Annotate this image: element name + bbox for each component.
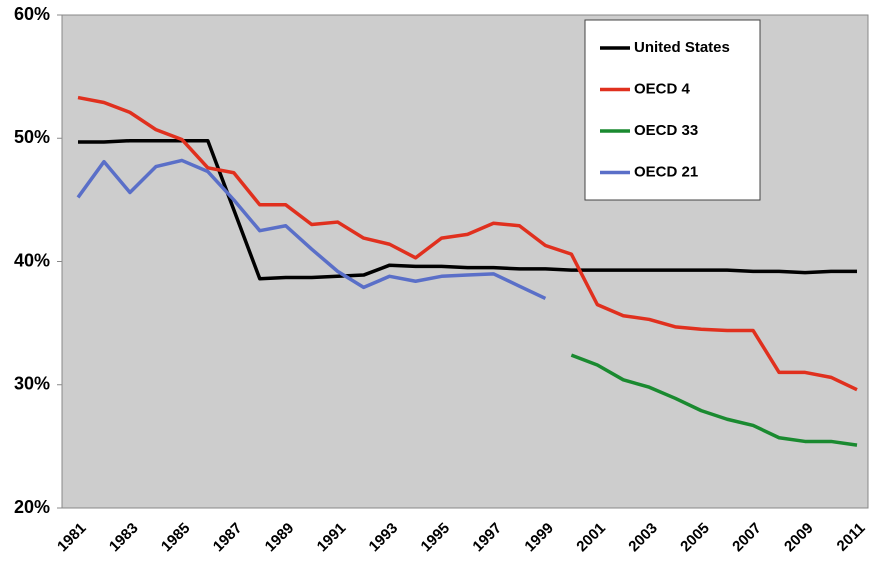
line-series <box>570 353 858 447</box>
y-tick-label: 40% <box>14 250 50 270</box>
y-tick-label: 20% <box>14 497 50 517</box>
x-tick-label: 1997 <box>469 520 505 556</box>
x-tick-label: 2009 <box>781 520 817 556</box>
line-series <box>76 158 547 301</box>
x-tick-label: 1995 <box>418 520 454 556</box>
x-tick-label: 1985 <box>158 520 194 556</box>
x-tick-label: 1999 <box>521 520 557 556</box>
x-tick-label: 2007 <box>729 520 765 556</box>
x-tick-label: 1987 <box>210 520 246 556</box>
legend-label: OECD 21 <box>634 163 698 180</box>
legend-label: OECD 33 <box>634 122 698 139</box>
x-tick-label: 1983 <box>106 520 142 556</box>
x-tick-label: 1993 <box>366 520 402 556</box>
y-tick-label: 50% <box>14 127 50 147</box>
x-tick-label: 2011 <box>834 520 869 555</box>
x-tick-label: 1991 <box>314 520 350 556</box>
x-tick-label: 1989 <box>262 520 298 556</box>
x-tick-label: 2001 <box>573 520 609 556</box>
legend-label: United States <box>634 39 730 56</box>
y-tick-label: 30% <box>14 374 50 394</box>
legend-box <box>584 19 761 201</box>
line-series <box>78 138 857 281</box>
x-tick-label: 2005 <box>677 520 713 556</box>
legend-label: OECD 4 <box>634 80 691 97</box>
y-tick-label: 60% <box>14 4 50 24</box>
line-series <box>77 95 858 392</box>
x-tick-label: 1981 <box>54 520 90 556</box>
x-tick-label: 2003 <box>625 520 661 556</box>
